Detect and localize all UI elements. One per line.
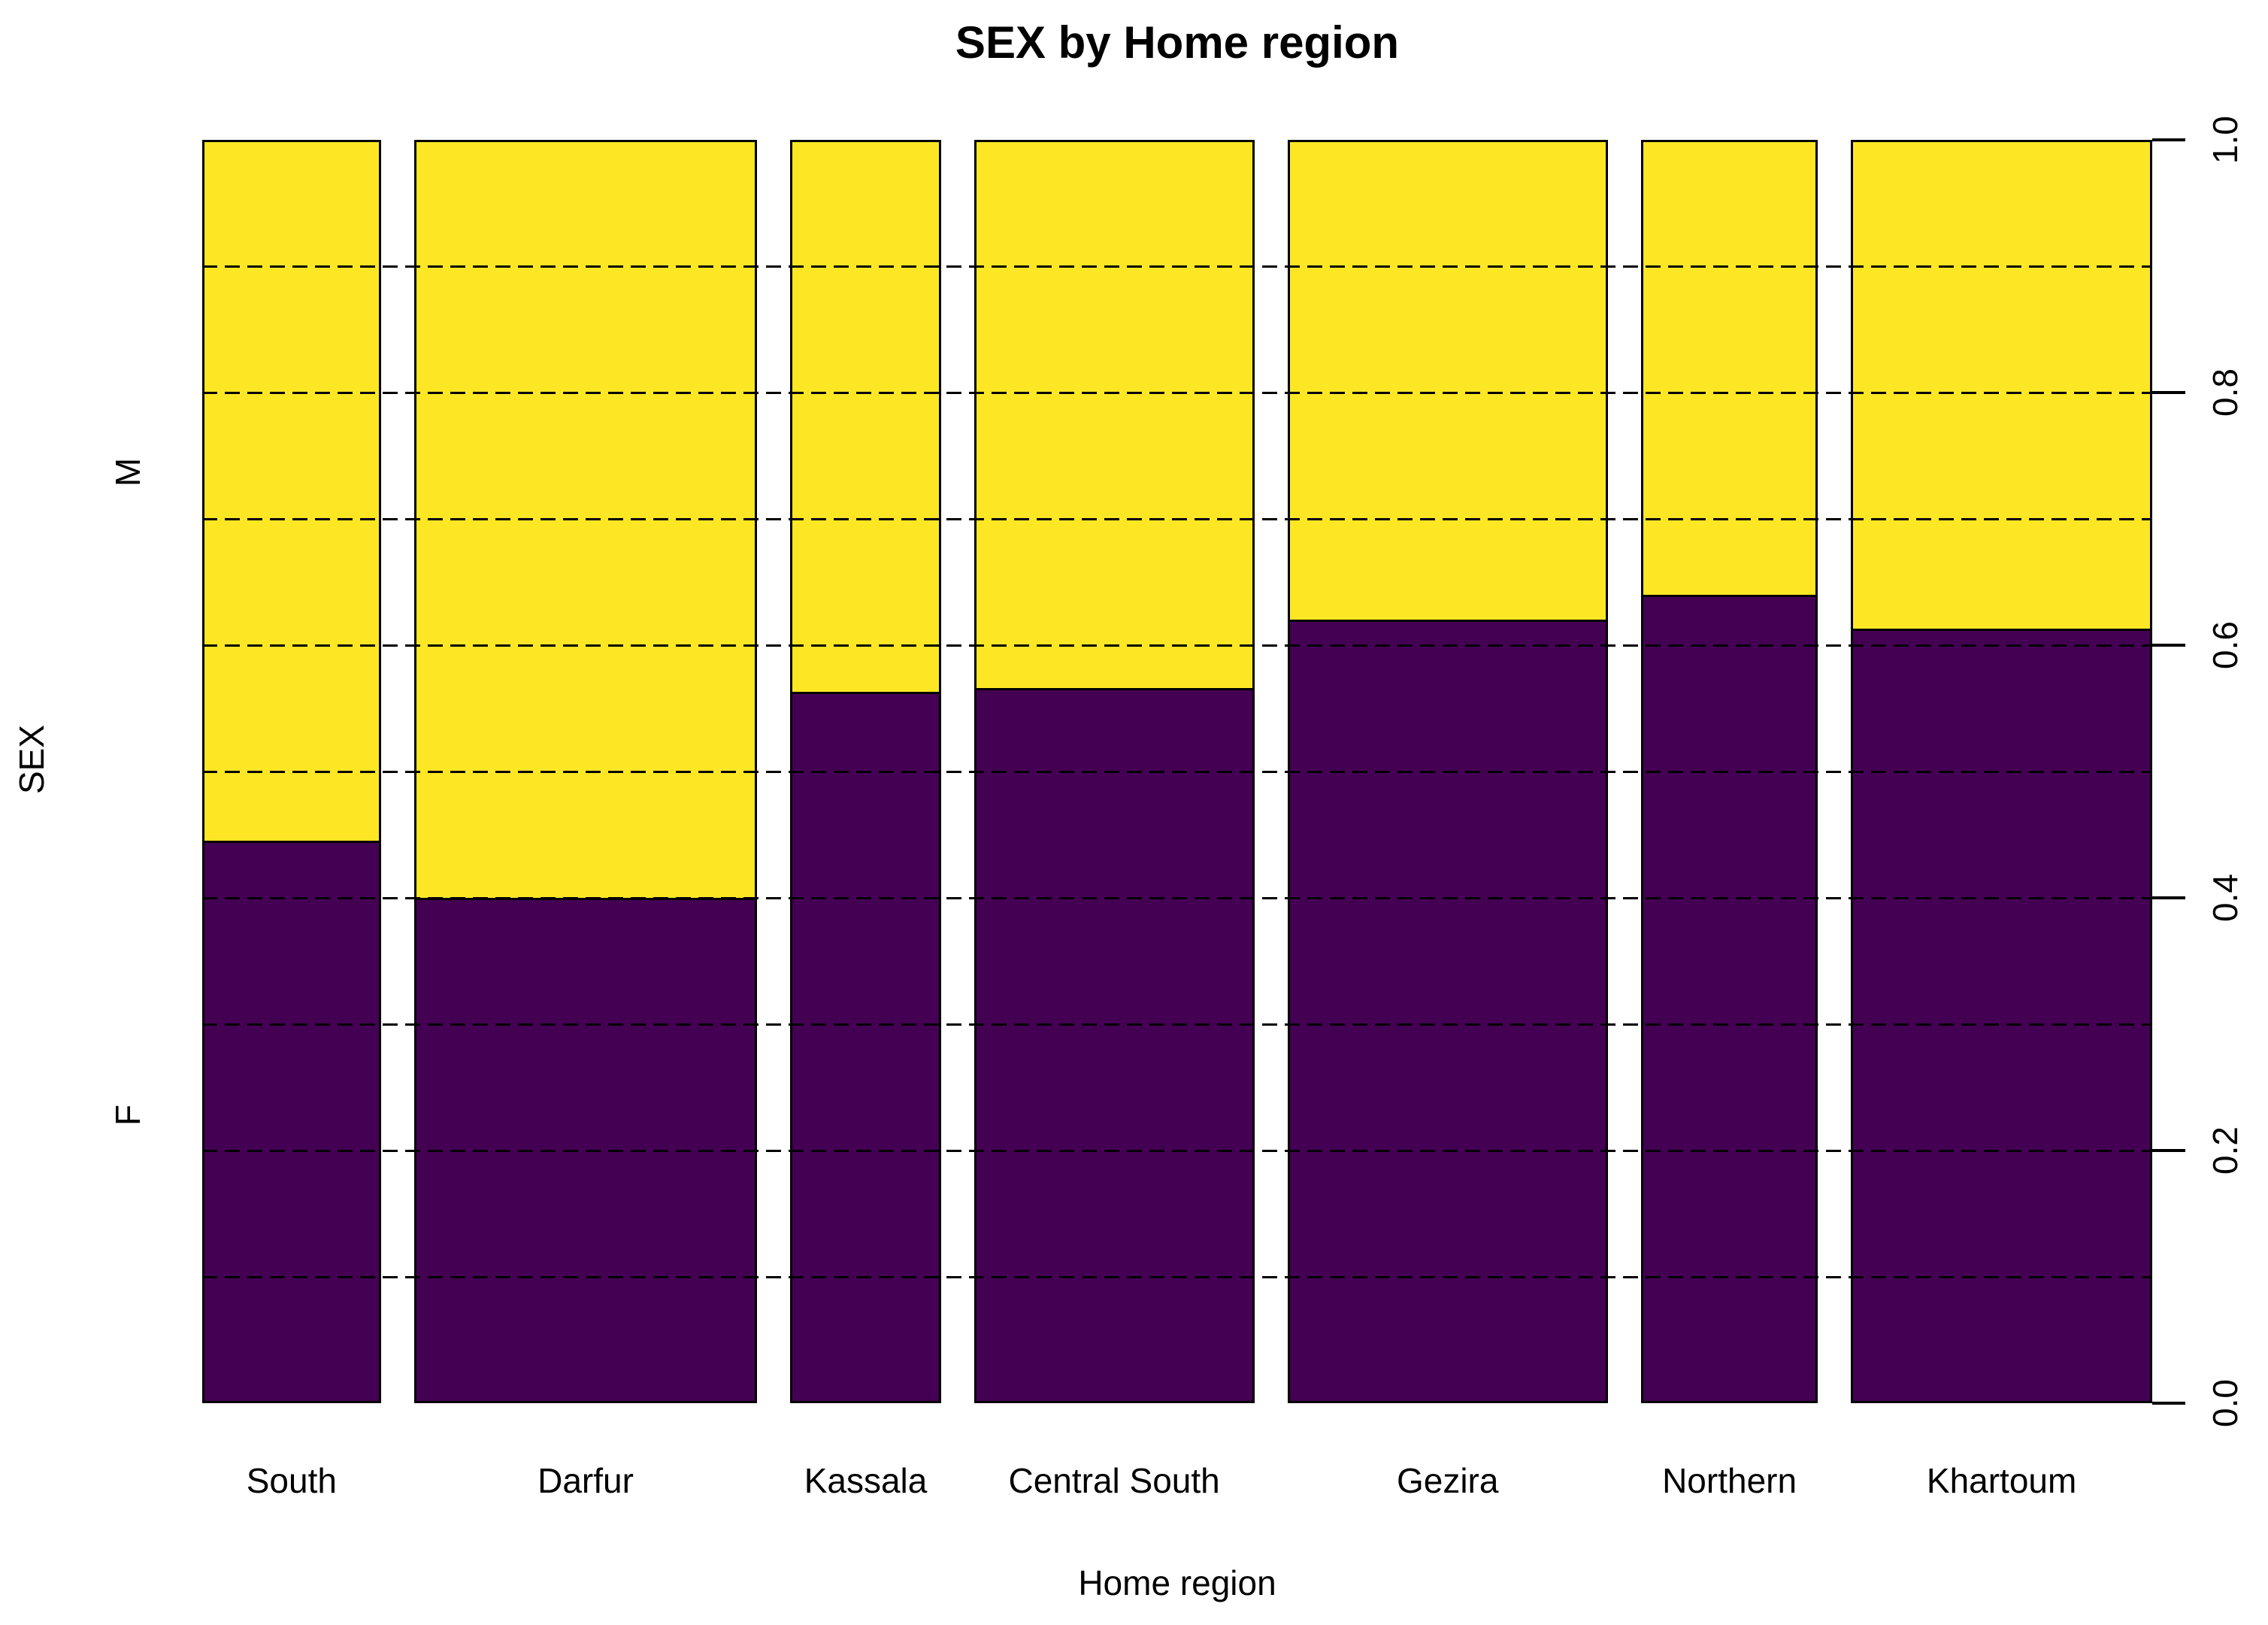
gridline-0.5 <box>202 770 2152 773</box>
bar-segment-m-south <box>202 140 381 841</box>
y-axis-tick-label-0.8: 0.8 <box>2206 368 2245 417</box>
chart-title: SEX by Home region <box>955 17 1400 68</box>
y-category-label-m: M <box>108 457 147 487</box>
x-category-label-central-south: Central South <box>1008 1461 1220 1500</box>
gridline-0.2 <box>202 1149 2152 1152</box>
bar-segment-f-northern <box>1640 594 1818 1403</box>
y-axis-tick-label-0.4: 0.4 <box>2206 874 2245 922</box>
y-axis-tick-label-0.0: 0.0 <box>2206 1379 2245 1427</box>
y-axis-tick-1.0 <box>2152 138 2185 141</box>
plot-area: 0.0 0.2 0.4 0.6 0.8 1.0 <box>202 116 2245 1427</box>
x-category-label-darfur: Darfur <box>537 1461 634 1500</box>
gridline-0.6 <box>202 644 2152 647</box>
bar-segment-f-south <box>202 841 381 1403</box>
y-category-label-f: F <box>108 1104 147 1126</box>
gridline-0.3 <box>202 1023 2152 1026</box>
x-category-label-kassala: Kassala <box>804 1461 928 1500</box>
y-axis-tick-0.8 <box>2152 391 2185 394</box>
bar-segment-m-kassala <box>790 140 941 693</box>
y-axis-tick-0.0 <box>2152 1402 2185 1405</box>
y-axis-tick-0.2 <box>2152 1149 2185 1152</box>
bar-segment-m-northern <box>1640 140 1818 595</box>
bar-segment-m-gezira <box>1287 140 1608 620</box>
y-axis-tick-label-0.6: 0.6 <box>2206 621 2245 669</box>
bar-segment-f-khartoum <box>1851 629 2152 1403</box>
gridline-0.9 <box>202 265 2152 268</box>
y-axis-title: SEX <box>12 724 51 795</box>
bar-segment-f-gezira <box>1287 620 1608 1403</box>
bar-segment-m-khartoum <box>1851 140 2152 629</box>
bar-segment-f-kassala <box>790 692 941 1403</box>
x-category-label-khartoum: Khartoum <box>1926 1461 2077 1500</box>
x-category-label-south: South <box>246 1461 337 1500</box>
gridline-0.7 <box>202 517 2152 520</box>
bar-segment-m-central-south <box>974 140 1255 689</box>
x-category-label-northern: Northern <box>1662 1461 1797 1500</box>
x-axis-title: Home region <box>1078 1563 1276 1602</box>
y-axis-tick-label-1.0: 1.0 <box>2206 116 2245 164</box>
y-axis-tick-0.4 <box>2152 896 2185 899</box>
bar-segment-f-central-south <box>974 688 1255 1403</box>
gridline-0.4 <box>202 896 2152 899</box>
gridline-0.1 <box>202 1275 2152 1278</box>
x-category-label-gezira: Gezira <box>1396 1461 1499 1500</box>
y-axis-tick-0.6 <box>2152 644 2185 647</box>
gridline-0.8 <box>202 391 2152 394</box>
y-axis-tick-label-0.2: 0.2 <box>2206 1126 2245 1175</box>
